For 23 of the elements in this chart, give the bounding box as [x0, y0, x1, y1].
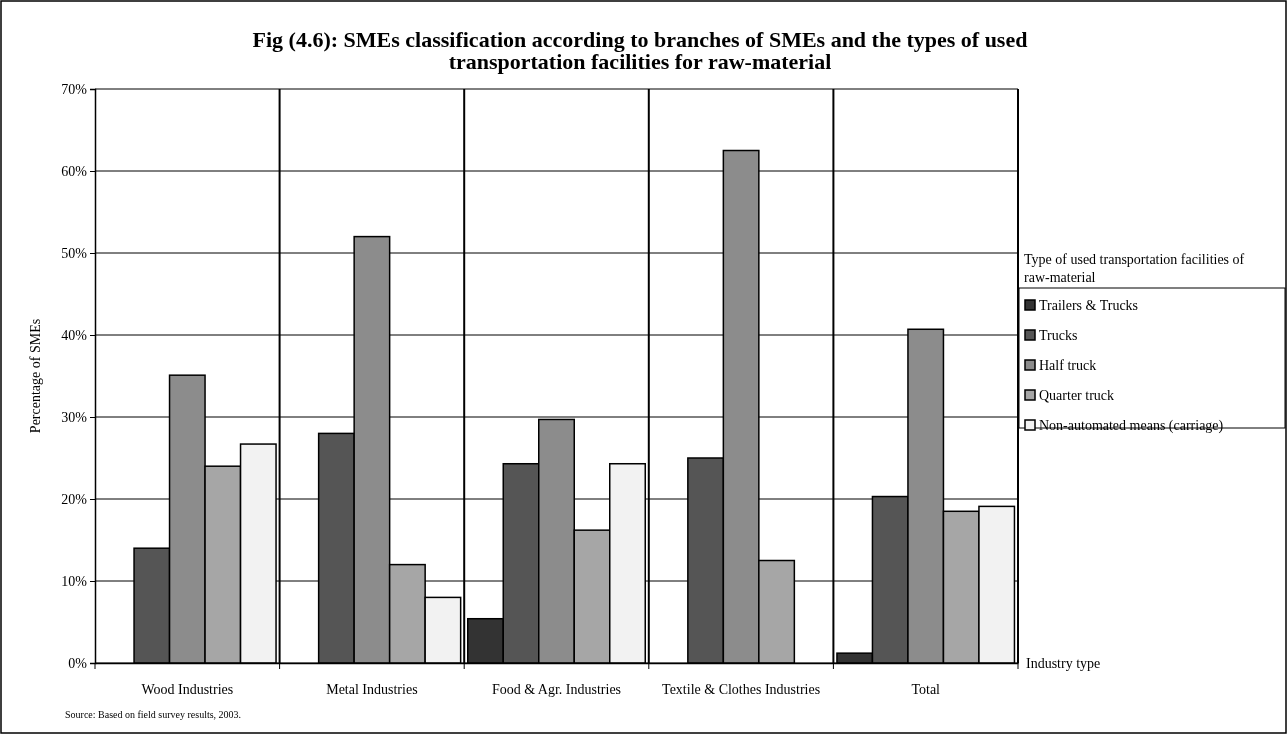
- y-tick-label: 40%: [61, 327, 88, 343]
- chart-title: Fig (4.6): SMEs classification according to branches of SMEs and the types of used transportation facilities for raw-material: [252, 27, 1028, 74]
- legend-label: Trucks: [1039, 328, 1078, 343]
- y-tick-label: 50%: [61, 245, 88, 261]
- y-tick-label: 70%: [61, 81, 88, 97]
- y-tick-label: 60%: [61, 163, 88, 179]
- y-axis-title: Percentage of SMEs: [28, 318, 43, 434]
- x-tick-label: Total: [911, 682, 941, 697]
- y-tick-label: 20%: [61, 491, 88, 507]
- x-tick-label: Wood Industries: [141, 682, 234, 697]
- legend-label: Trailers & Trucks: [1039, 298, 1139, 313]
- text: Industry type: [1026, 656, 1101, 671]
- legend-label: Half truck: [1039, 358, 1097, 373]
- legend-label: Quarter truck: [1039, 388, 1115, 403]
- y-tick-label: 0%: [68, 655, 88, 671]
- source-note: Source: Based on field survey results, 2003.: [65, 709, 242, 720]
- legend-label: Non-automated means (carriage): [1039, 418, 1224, 434]
- x-tick-label: Metal Industries: [326, 682, 418, 697]
- y-tick-label: 10%: [61, 573, 88, 589]
- legend-title: Type of used transportation facilities of raw-material: [1024, 252, 1245, 285]
- y-tick-label: 30%: [61, 409, 88, 425]
- x-tick-label: Textile & Clothes Industries: [662, 682, 821, 697]
- x-tick-label: Food & Agr. Industries: [491, 682, 622, 697]
